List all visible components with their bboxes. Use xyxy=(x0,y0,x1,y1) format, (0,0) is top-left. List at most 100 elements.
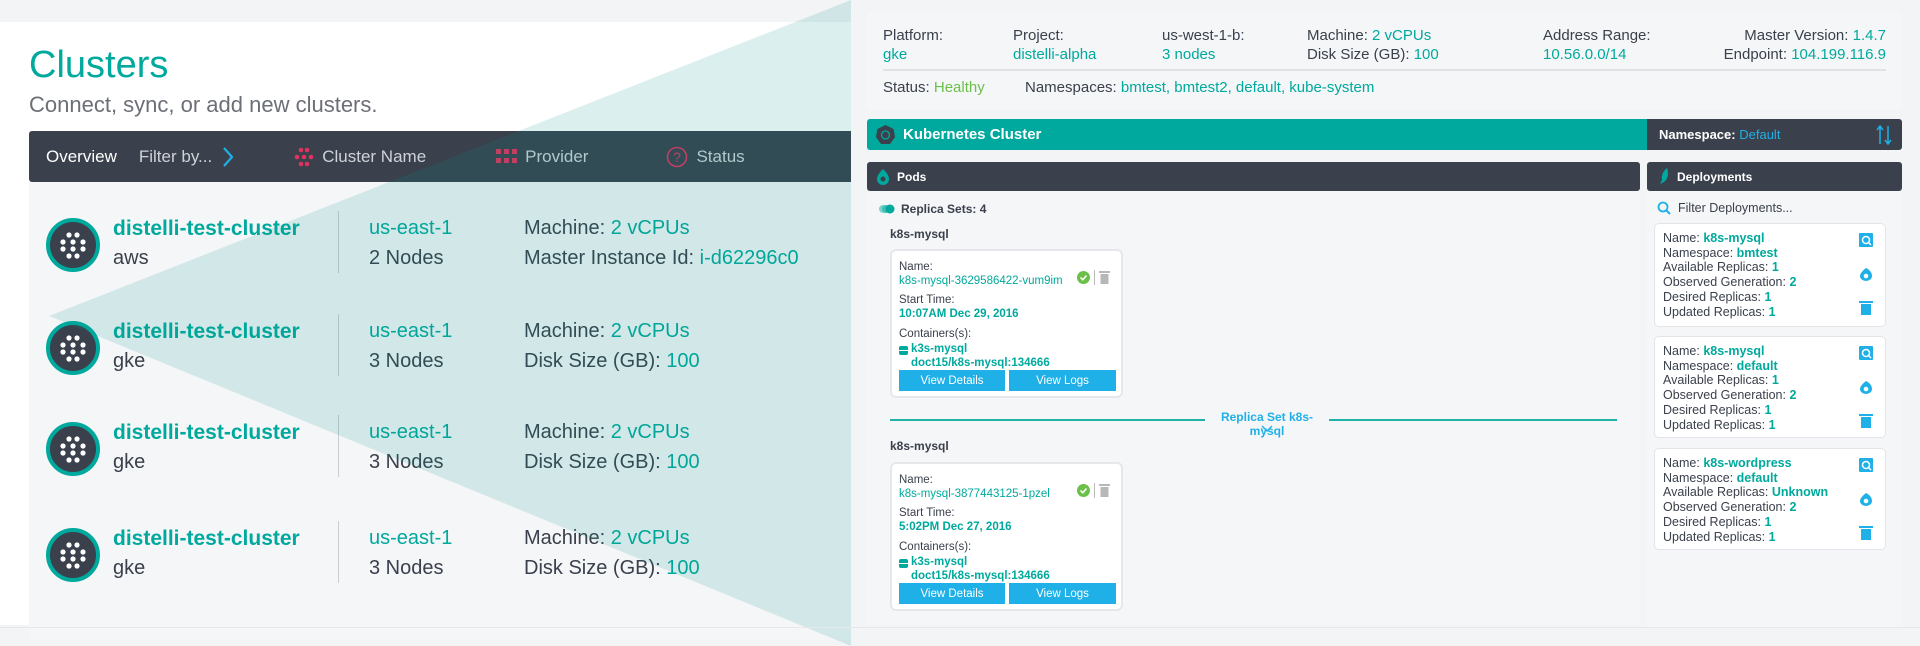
machine-label: Machine: xyxy=(1307,27,1368,44)
search-icon xyxy=(1657,201,1671,215)
detail-label: Disk Size (GB): xyxy=(524,350,661,372)
pod-icon[interactable] xyxy=(1859,267,1873,281)
updated-label: Updated Replicas: xyxy=(1663,529,1766,544)
cluster-provider: gke xyxy=(113,451,146,473)
cluster-avatar xyxy=(46,218,100,272)
pod-name[interactable]: k8s-mysql-3629586422-vum9im xyxy=(899,275,1063,287)
view-logs-button[interactable]: View Logs xyxy=(1009,370,1116,391)
machine-value: 2 vCPUs xyxy=(610,320,690,342)
view-details-button[interactable]: View Details xyxy=(899,583,1005,604)
filter-provider[interactable]: Provider xyxy=(496,147,588,167)
inspect-icon[interactable] xyxy=(1859,233,1873,247)
namespaces-value[interactable]: bmtest, bmtest2, default, kube-system xyxy=(1120,79,1375,96)
replica-set-toggle[interactable]: Replica Set k8s-mysql xyxy=(1205,410,1329,438)
cluster-nodes: 2 Nodes xyxy=(369,247,444,269)
page-title: Clusters xyxy=(29,44,169,86)
trash-icon[interactable] xyxy=(1859,414,1873,428)
cluster-name-link[interactable]: distelli-test-cluster xyxy=(113,421,300,444)
container-name: k3s-mysql xyxy=(911,343,968,355)
question-icon: ? xyxy=(667,146,688,167)
observed-label: Observed Generation: xyxy=(1663,388,1786,403)
inspect-icon[interactable] xyxy=(1859,458,1873,472)
pod-icon xyxy=(877,169,889,185)
trash-icon[interactable] xyxy=(1859,301,1873,315)
replica-sets-icon xyxy=(879,204,895,214)
desired-label: Desired Replicas: xyxy=(1663,289,1761,304)
observed-label: Observed Generation: xyxy=(1663,275,1786,290)
view-logs-button[interactable]: View Logs xyxy=(1009,583,1116,604)
available-label: Available Replicas: xyxy=(1663,373,1769,388)
filter-status[interactable]: ? Status xyxy=(666,146,745,168)
cluster-avatar xyxy=(46,422,100,476)
trash-icon[interactable] xyxy=(1859,526,1873,540)
deployment-card: Name: k8s-mysql Namespace: bmtest Availabl… xyxy=(1654,223,1886,327)
deployment-card: Name: k8s-mysql Namespace: default Availab… xyxy=(1654,336,1886,438)
deployment-card: Name: k8s-wordpress Namespace: default Ava… xyxy=(1654,448,1886,550)
project-label: Project: xyxy=(1013,27,1064,44)
cluster-avatar xyxy=(46,321,100,375)
available-value: 1 xyxy=(1771,260,1779,275)
desired-value: 1 xyxy=(1764,289,1772,304)
kubernetes-cluster-bar: Kubernetes Cluster xyxy=(867,119,1647,150)
replica-set-name: k8s-mysql xyxy=(890,439,949,453)
cluster-name-link[interactable]: distelli-test-cluster xyxy=(113,217,300,240)
chevron-right-icon[interactable] xyxy=(222,146,234,167)
deployments-header: Deployments xyxy=(1647,162,1902,191)
cluster-list: distelli-test-cluster aws us-east-1 2 No… xyxy=(29,182,851,640)
view-details-button[interactable]: View Details xyxy=(899,370,1005,391)
status-label: Status: xyxy=(883,79,930,96)
cluster-row[interactable]: distelli-test-cluster gke us-east-1 3 No… xyxy=(29,515,851,595)
filter-cluster-name[interactable]: Cluster Name xyxy=(294,147,426,167)
name-value: k8s-wordpress xyxy=(1703,456,1792,470)
pod-name[interactable]: k8s-mysql-3877443125-1pzel xyxy=(899,488,1050,500)
chevron-down-icon[interactable] xyxy=(1261,425,1273,433)
healthy-check-icon xyxy=(1077,484,1090,497)
filter-by-button[interactable]: Filter by... xyxy=(138,146,213,166)
overview-tab[interactable]: Overview xyxy=(46,146,117,166)
replica-set-name: k8s-mysql xyxy=(890,227,949,241)
zone-value: 3 nodes xyxy=(1162,46,1216,63)
namespace-value: bmtest xyxy=(1736,245,1778,260)
sort-arrows-icon[interactable] xyxy=(1876,125,1892,145)
cluster-name-link[interactable]: distelli-test-cluster xyxy=(113,527,300,550)
trash-icon[interactable] xyxy=(1099,483,1110,497)
filter-deployments-input[interactable]: Filter Deployments... xyxy=(1657,201,1793,215)
name-label: Name: xyxy=(1663,456,1700,470)
cluster-provider: gke xyxy=(113,557,146,579)
pods-header: Pods xyxy=(867,162,1640,191)
divider xyxy=(338,521,339,583)
cluster-provider: aws xyxy=(113,247,149,269)
cluster-row[interactable]: distelli-test-cluster aws us-east-1 2 No… xyxy=(29,205,851,285)
cluster-icon xyxy=(60,542,86,569)
cluster-region: us-east-1 xyxy=(369,217,453,239)
trash-icon[interactable] xyxy=(1099,270,1110,284)
namespaces-label: Namespaces: xyxy=(1025,79,1117,96)
cluster-info-panel: Platform: gke Project: distelli-alpha us-w… xyxy=(867,12,1902,110)
updated-value: 1 xyxy=(1768,529,1776,544)
inspect-icon[interactable] xyxy=(1859,346,1873,360)
namespace-selector[interactable]: Namespace: Default xyxy=(1647,119,1902,150)
platform-label: Platform: xyxy=(883,27,944,44)
cluster-name-link[interactable]: distelli-test-cluster xyxy=(113,320,300,343)
pod-card: Name: k8s-mysql-3877443125-1pzel Start T… xyxy=(890,462,1123,611)
address-label: Address Range: xyxy=(1543,27,1651,44)
status-value: Healthy xyxy=(933,79,985,96)
desired-label: Desired Replicas: xyxy=(1663,402,1761,417)
cluster-nodes: 3 Nodes xyxy=(369,350,444,372)
start-time: 10:07AM Dec 29, 2016 xyxy=(899,308,1019,320)
container-icon xyxy=(899,559,908,568)
pod-icon[interactable] xyxy=(1859,492,1873,506)
cluster-row[interactable]: distelli-test-cluster gke us-east-1 3 No… xyxy=(29,409,851,489)
start-time: 5:02PM Dec 27, 2016 xyxy=(899,521,1012,533)
namespace-value[interactable]: Default xyxy=(1739,127,1781,142)
kubernetes-icon xyxy=(876,125,895,144)
desired-value: 1 xyxy=(1764,514,1772,529)
namespace-value: default xyxy=(1736,358,1778,373)
disk-value: 100 xyxy=(1413,46,1439,63)
namespace-label: Namespace: xyxy=(1663,358,1734,373)
detail-value: 100 xyxy=(666,451,700,473)
project-value[interactable]: distelli-alpha xyxy=(1013,46,1097,63)
cluster-row[interactable]: distelli-test-cluster gke us-east-1 3 No… xyxy=(29,308,851,388)
pod-icon[interactable] xyxy=(1859,380,1873,394)
pods-title: Pods xyxy=(897,169,927,184)
